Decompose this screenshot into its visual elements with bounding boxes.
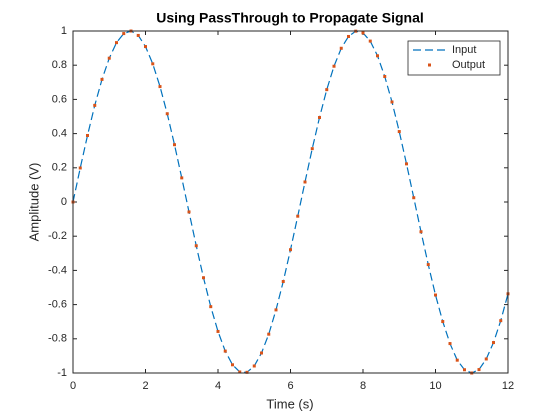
data-point <box>223 349 227 353</box>
x-tick-label: 6 <box>287 380 293 392</box>
y-tick-label: 0.2 <box>52 162 67 174</box>
data-point <box>144 45 147 49</box>
data-point <box>455 358 459 362</box>
x-axis-label: Time (s) <box>266 396 313 411</box>
legend-box <box>407 40 501 76</box>
data-point <box>194 244 198 248</box>
data-point <box>245 370 249 374</box>
data-point <box>368 39 372 43</box>
y-tick-label: -1 <box>57 367 67 379</box>
data-point <box>216 329 220 333</box>
data-point <box>492 341 495 345</box>
data-point <box>281 280 285 284</box>
legend-label: Output <box>452 59 485 71</box>
plot-area <box>73 31 508 373</box>
data-point <box>100 77 104 81</box>
data-point <box>209 305 213 309</box>
data-point <box>180 176 184 180</box>
data-point <box>260 351 263 355</box>
x-tick-label: 10 <box>429 380 441 392</box>
data-point <box>484 357 488 361</box>
y-tick-label: 0.8 <box>52 59 67 71</box>
y-tick-label: 0 <box>61 196 67 208</box>
data-point <box>107 56 111 60</box>
data-point <box>122 32 126 36</box>
data-point <box>463 368 466 372</box>
data-point <box>310 147 314 151</box>
data-point <box>397 130 401 134</box>
data-point <box>187 210 191 214</box>
data-point <box>347 34 350 38</box>
data-point <box>151 62 155 66</box>
data-point <box>448 342 452 346</box>
y-tick-label: -0.8 <box>48 333 67 345</box>
data-point <box>361 31 365 35</box>
y-tick-label: -0.6 <box>48 299 67 311</box>
data-point <box>332 64 336 68</box>
data-point <box>173 143 176 147</box>
data-point <box>405 162 408 166</box>
data-point <box>86 133 89 137</box>
data-point <box>434 293 437 297</box>
x-tick-label: 12 <box>502 380 514 392</box>
data-point <box>303 180 307 184</box>
y-tick-label: 0.4 <box>52 128 67 140</box>
data-point <box>78 166 82 170</box>
axes-box <box>72 30 509 374</box>
data-point <box>419 230 423 234</box>
data-point <box>441 320 445 324</box>
data-point <box>267 332 271 336</box>
data-point <box>426 263 430 267</box>
y-tick-label: 0.6 <box>52 93 67 105</box>
data-point <box>158 85 162 89</box>
legend-swatch <box>428 63 431 67</box>
data-point <box>383 74 387 78</box>
y-axis-label: Amplitude (V) <box>26 163 41 242</box>
data-point <box>325 88 329 92</box>
data-point <box>477 368 481 372</box>
y-tick-label: -0.4 <box>48 264 67 276</box>
data-point <box>289 248 292 252</box>
data-point <box>115 41 118 45</box>
y-tick-label: -0.2 <box>48 230 67 242</box>
x-tick-label: 4 <box>215 380 221 392</box>
data-point <box>390 100 394 104</box>
x-tick-label: 8 <box>360 380 366 392</box>
data-point <box>252 364 256 368</box>
data-point <box>339 46 343 50</box>
data-point <box>231 363 234 367</box>
data-point <box>318 116 321 120</box>
legend-label: Input <box>452 44 476 56</box>
data-point <box>412 196 416 200</box>
data-point <box>274 308 278 312</box>
data-point <box>499 319 503 323</box>
x-tick-label: 0 <box>70 380 76 392</box>
data-point <box>93 103 97 107</box>
data-point <box>376 54 379 58</box>
chart-title: Using PassThrough to Propagate Signal <box>156 10 424 26</box>
data-point <box>136 33 140 37</box>
data-point <box>296 214 300 218</box>
x-tick-label: 2 <box>142 380 148 392</box>
data-point <box>238 370 242 374</box>
data-point <box>202 276 205 280</box>
y-tick-label: 1 <box>61 25 67 37</box>
data-point <box>165 112 169 116</box>
